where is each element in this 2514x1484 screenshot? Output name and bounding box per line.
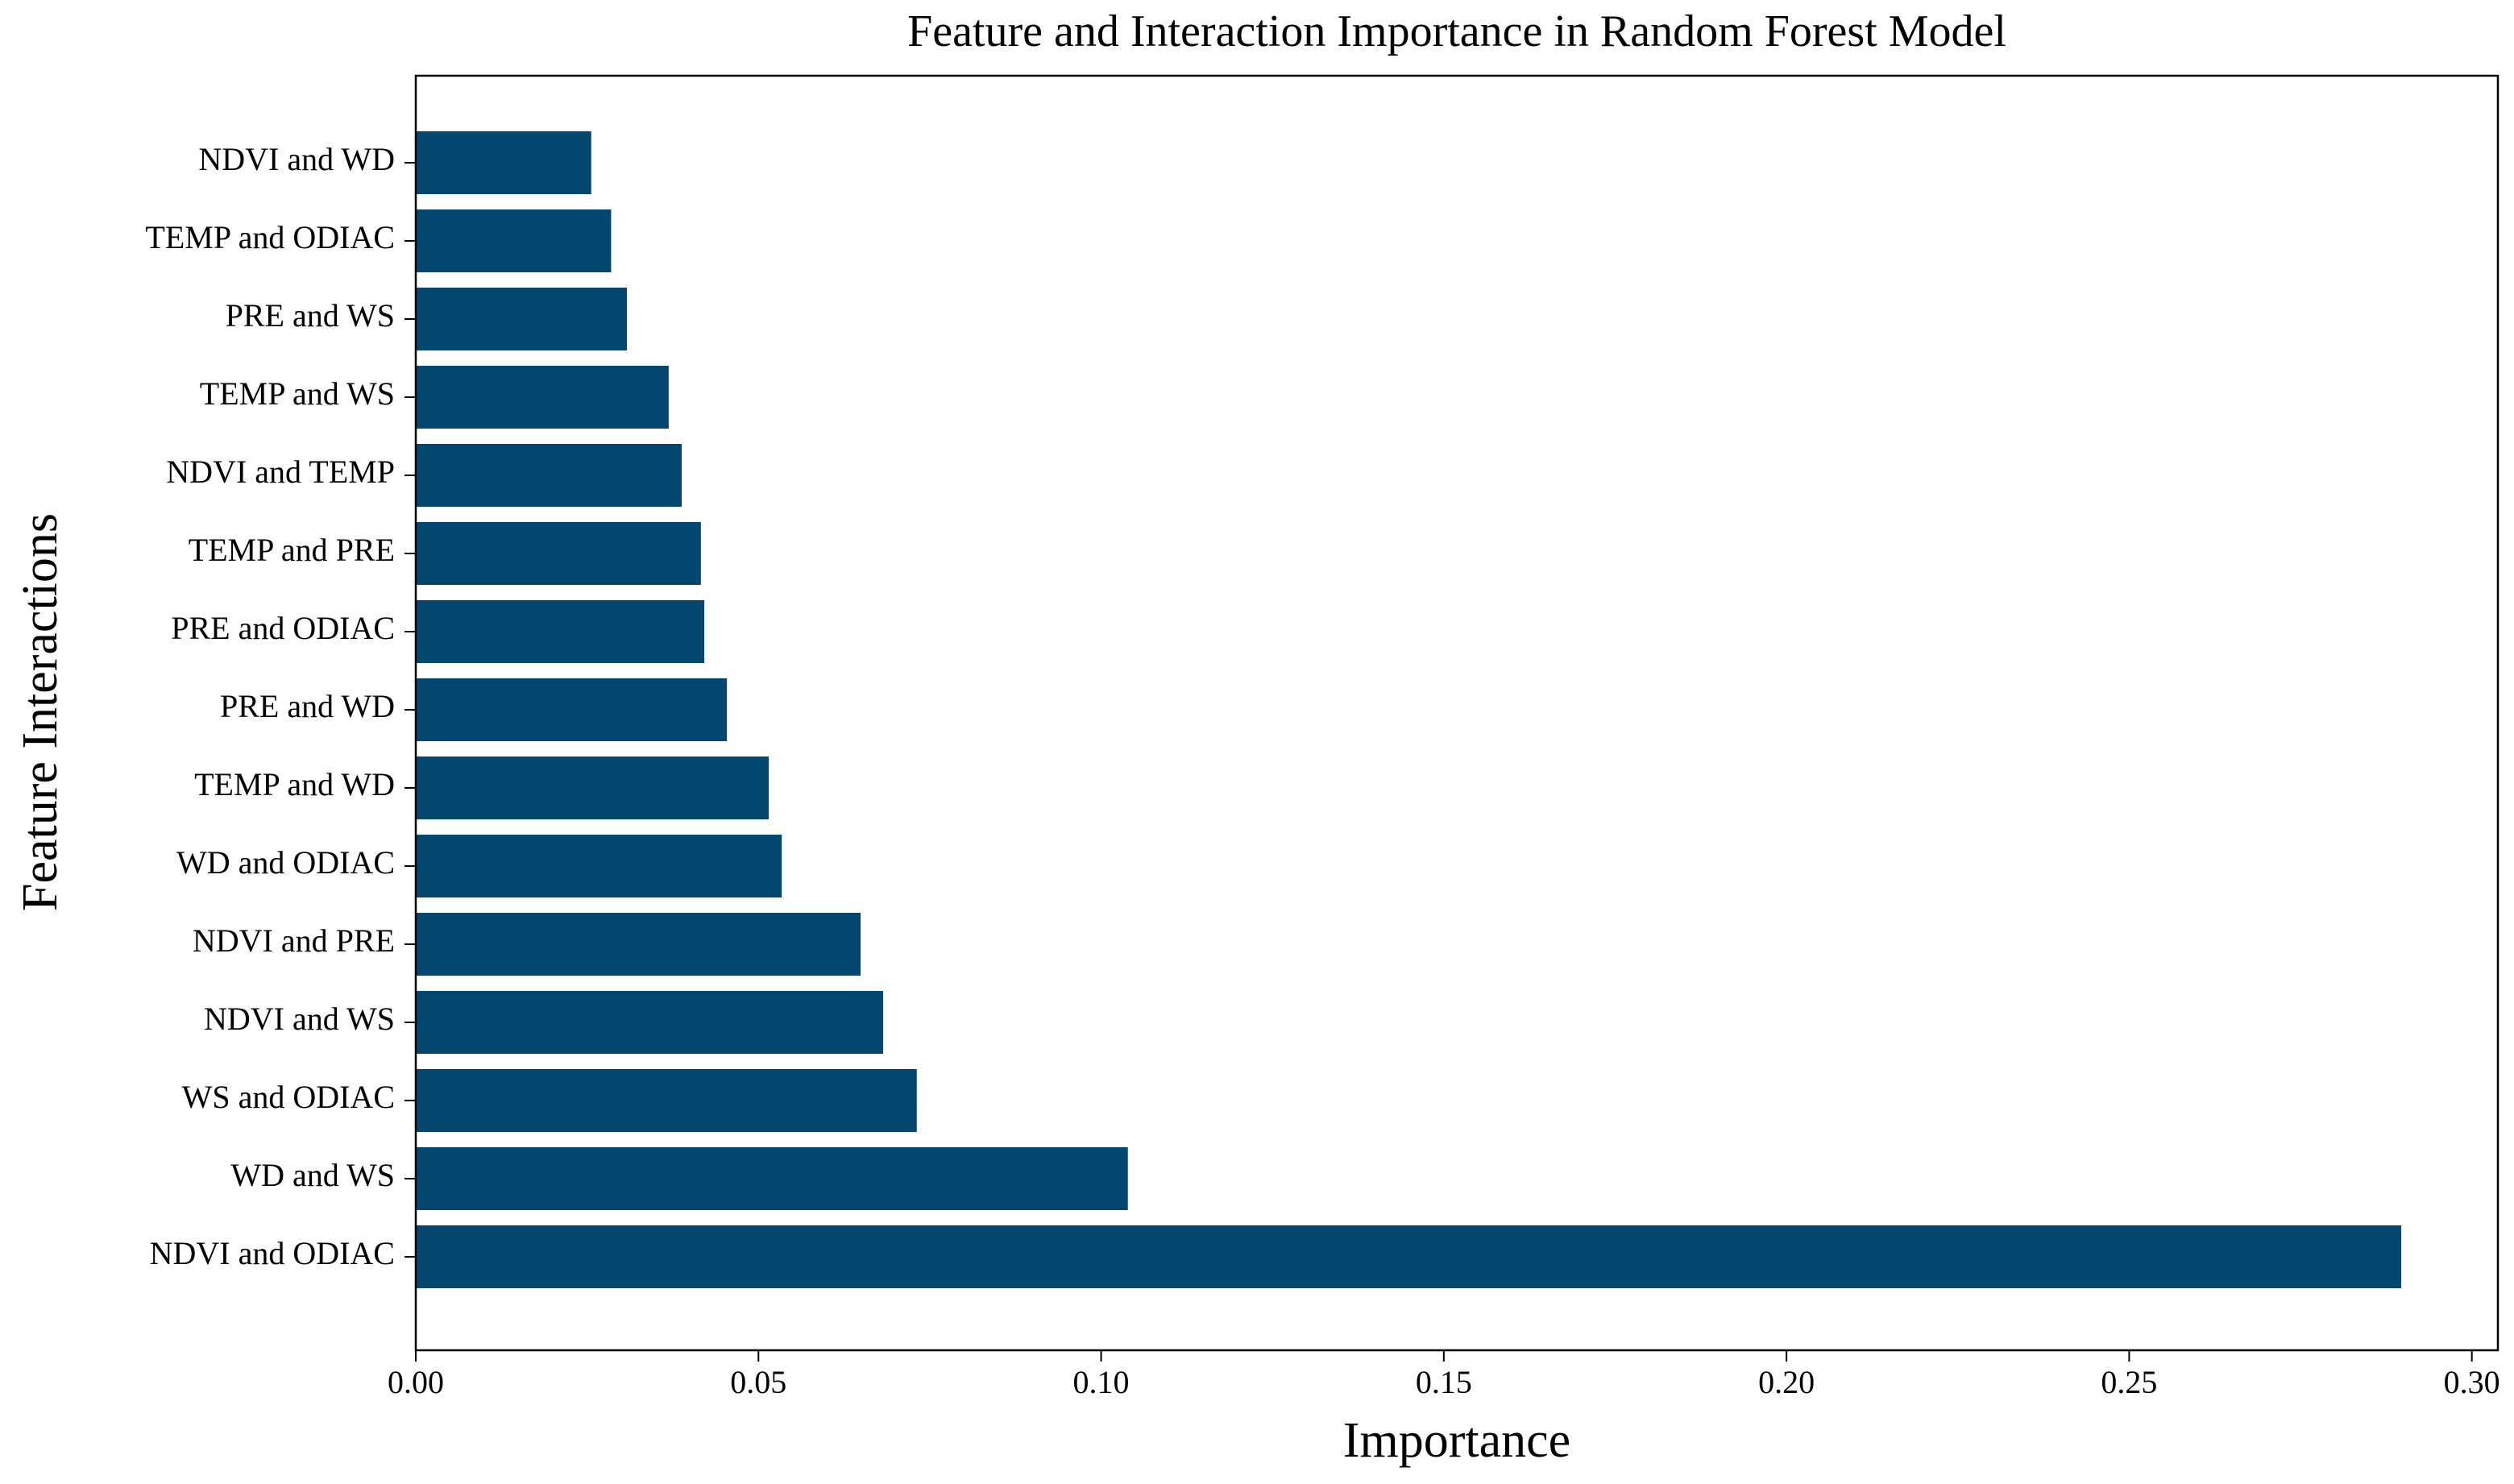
bar <box>416 757 770 819</box>
bar <box>416 366 669 429</box>
y-tick-label: NDVI and PRE <box>193 922 395 959</box>
x-tick-label: 0.00 <box>388 1364 444 1400</box>
y-tick-label: WD and WS <box>230 1157 395 1193</box>
y-tick-label: NDVI and WD <box>198 141 395 177</box>
y-tick-label: NDVI and ODIAC <box>150 1235 395 1271</box>
y-axis-label: Feature Interactions <box>13 513 68 911</box>
y-tick-label: NDVI and TEMP <box>166 454 395 490</box>
y-tick-label: TEMP and WD <box>194 766 395 802</box>
bar <box>416 444 682 507</box>
bar <box>416 131 591 194</box>
x-tick-label: 0.05 <box>730 1364 786 1400</box>
x-tick-label: 0.15 <box>1416 1364 1472 1400</box>
bar <box>416 1225 2402 1288</box>
y-tick-label: TEMP and WS <box>200 375 395 412</box>
x-tick-label: 0.20 <box>1758 1364 1815 1400</box>
bar <box>416 522 701 585</box>
bar <box>416 1147 1128 1210</box>
y-tick-label: TEMP and ODIAC <box>145 219 395 255</box>
bar <box>416 678 728 741</box>
bar <box>416 209 612 272</box>
x-tick-label: 0.25 <box>2101 1364 2157 1400</box>
y-tick-label: WS and ODIAC <box>182 1079 395 1115</box>
bar <box>416 600 705 663</box>
x-axis-label: Importance <box>1343 1413 1570 1468</box>
bar <box>416 835 782 897</box>
x-tick-label: 0.30 <box>2444 1364 2500 1400</box>
bar <box>416 991 884 1054</box>
y-tick-label: TEMP and PRE <box>189 532 395 568</box>
bar <box>416 288 627 350</box>
x-tick-label: 0.10 <box>1073 1364 1130 1400</box>
y-tick-label: PRE and WD <box>220 688 395 724</box>
bar <box>416 913 861 976</box>
bar <box>416 1069 917 1132</box>
y-tick-label: PRE and ODIAC <box>171 610 395 646</box>
chart-title: Feature and Interaction Importance in Ra… <box>907 6 2006 56</box>
plot-frame <box>414 74 2499 1352</box>
y-tick-label: PRE and WS <box>226 297 395 334</box>
y-tick-label: NDVI and WS <box>204 1001 395 1037</box>
y-tick-label: WD and ODIAC <box>176 844 395 881</box>
